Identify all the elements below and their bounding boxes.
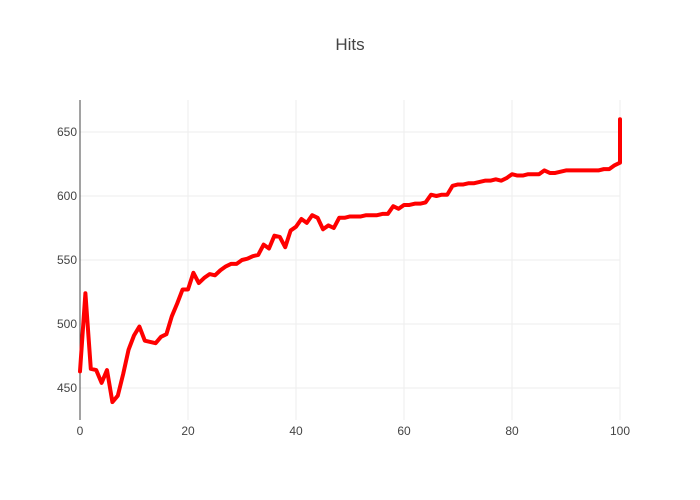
y-tick-label: 550 — [57, 253, 77, 267]
y-tick-label: 500 — [57, 317, 77, 331]
x-tick-label: 40 — [289, 424, 303, 438]
x-tick-label: 0 — [77, 424, 84, 438]
x-tick-label: 100 — [610, 424, 630, 438]
y-tick-label: 450 — [57, 381, 77, 395]
y-tick-label: 650 — [57, 125, 77, 139]
x-tick-label: 80 — [505, 424, 519, 438]
chart-title: Hits — [335, 35, 364, 54]
tick-layer: 0 20 40 60 80 100 450 500 550 600 650 — [57, 125, 630, 438]
grid-layer — [80, 100, 621, 420]
x-tick-label: 60 — [397, 424, 411, 438]
series-line — [78, 117, 622, 405]
y-tick-label: 600 — [57, 189, 77, 203]
x-tick-label: 20 — [181, 424, 195, 438]
series-layer — [78, 117, 622, 405]
